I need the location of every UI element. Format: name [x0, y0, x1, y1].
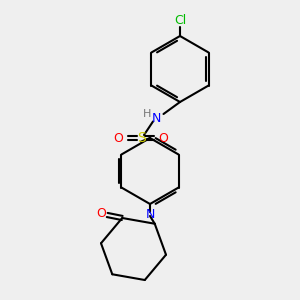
- Text: H: H: [143, 109, 151, 119]
- Text: N: N: [145, 208, 155, 221]
- Text: O: O: [159, 131, 168, 145]
- Text: S: S: [136, 131, 146, 145]
- Text: Cl: Cl: [174, 14, 186, 28]
- Text: N: N: [151, 112, 161, 125]
- Text: O: O: [96, 207, 106, 220]
- Text: O: O: [114, 131, 123, 145]
